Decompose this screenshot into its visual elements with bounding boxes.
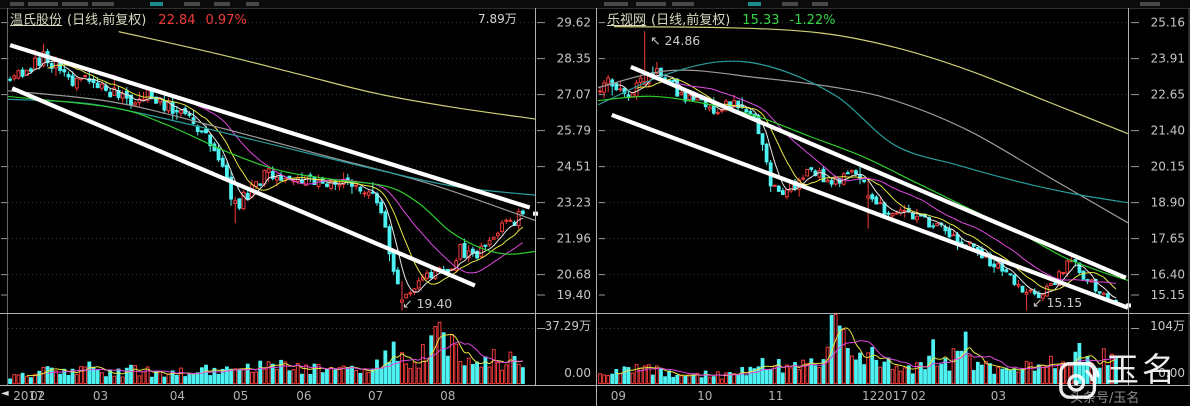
ma-long-gray xyxy=(7,90,536,221)
date-label: 03 xyxy=(991,389,1006,403)
volume-readout-left: 7.89万 xyxy=(478,12,517,26)
price-tick-label: 15.15 xyxy=(1151,288,1185,302)
toutiao-logo-icon xyxy=(1059,361,1100,399)
gridlines-1 xyxy=(598,22,1128,329)
price-tick-label: 21.40 xyxy=(1151,124,1185,138)
date-label: 08 xyxy=(440,389,455,403)
watermark-big-text: 玉名 xyxy=(1106,350,1178,389)
date-label: 2017 xyxy=(877,389,908,403)
right-chart-title: 乐视网 (日线,前复权) 15.33 -1.22% xyxy=(607,9,836,28)
ma-long-yellow xyxy=(118,31,536,120)
chart-annotation: ↖ 24.86 xyxy=(650,33,700,48)
date-label: 04 xyxy=(170,389,185,403)
watermark: 玉名 头条号/玉名 xyxy=(1058,350,1190,406)
volume-max-label: 104万 xyxy=(1150,319,1185,333)
moving-averages-0 xyxy=(7,31,536,293)
price-tick-label: 20.68 xyxy=(557,268,591,282)
volume-ma-0 xyxy=(26,333,523,377)
volume-max-label: 37.29万 xyxy=(545,319,591,333)
date-label: 2017 xyxy=(13,389,44,403)
date-label: 09 xyxy=(611,389,626,403)
stock-name-left[interactable]: 温氏股份 xyxy=(10,13,63,28)
watermark-small-text: 头条号/玉名 xyxy=(1070,391,1140,406)
toolbar-remnant xyxy=(0,0,1190,8)
ma60-green xyxy=(597,95,1129,281)
date-axis-1: 09 10 11 12 2017 02 03 xyxy=(611,389,1006,403)
date-label: 07 xyxy=(368,389,383,403)
price-tick-label: 29.62 xyxy=(557,16,591,30)
volume-ma-1 xyxy=(616,327,1117,377)
volume-zero-label: 0.00 xyxy=(564,366,591,380)
chart-annotation: ↙ 15.15 xyxy=(1032,295,1082,310)
date-label: 12 xyxy=(862,389,877,403)
price-tick-label: 23.91 xyxy=(1151,52,1185,66)
chart-mode-label-left: (日线,前复权) xyxy=(67,13,147,28)
price-tick-label: 25.79 xyxy=(557,124,591,138)
price-tick-label: 21.96 xyxy=(557,232,591,246)
price-tick-label: 28.35 xyxy=(557,52,591,66)
chart-annotation: ↙ 19.40 xyxy=(402,296,452,311)
volume-zero-label: 0.00 xyxy=(1158,366,1185,380)
left-chart-title: 温氏股份 (日线,前复权) 22.84 0.97% xyxy=(10,9,247,28)
price-tick-label: 19.40 xyxy=(557,288,591,302)
date-label: 02 xyxy=(911,389,926,403)
chart-mode-label-right: (日线,前复权) xyxy=(651,13,731,28)
price-tick-label: 18.90 xyxy=(1151,196,1185,210)
trend-channel-0 xyxy=(9,43,531,288)
date-label: 10 xyxy=(697,389,712,403)
scroll-left-arrow[interactable]: ◄ xyxy=(1,388,9,399)
trend-channel-1 xyxy=(611,64,1129,310)
last-price-right: 15.33 xyxy=(742,13,780,28)
price-tick-label: 25.16 xyxy=(1151,16,1185,30)
price-tick-label: 20.15 xyxy=(1151,160,1185,174)
price-axis-1: 25.16 23.91 22.65 21.40 20.15 18.90 17.65 16.40… xyxy=(599,16,1185,380)
annotations-0: ↙ 19.40 xyxy=(402,296,452,311)
ma-long-cyan xyxy=(597,60,1129,204)
price-tick-label: 23.23 xyxy=(557,196,591,210)
date-label: 06 xyxy=(296,389,311,403)
price-tick-label: 24.51 xyxy=(557,160,591,174)
ma-long-yellow xyxy=(613,26,1129,135)
price-tick-label: 17.65 xyxy=(1151,232,1185,246)
volume-bars-0 xyxy=(8,321,525,385)
price-tick-label: 27.07 xyxy=(557,88,591,102)
ma-long-cyan xyxy=(7,98,536,196)
candlestick-series-0 xyxy=(8,43,525,311)
last-price-left: 22.84 xyxy=(158,13,196,28)
annotations-1: ↖ 24.86 ↙ 15.15 xyxy=(650,33,1082,310)
date-label: 05 xyxy=(233,389,248,403)
change-pct-right: -1.22% xyxy=(789,13,836,28)
moving-averages-1 xyxy=(597,26,1129,299)
date-label: 02 xyxy=(30,389,45,403)
date-label: 03 xyxy=(93,389,108,403)
ma60-green xyxy=(7,95,536,255)
date-label: 11 xyxy=(768,389,783,403)
price-tick-label: 16.40 xyxy=(1151,268,1185,282)
price-tick-label: 22.65 xyxy=(1151,88,1185,102)
volume-bars-1 xyxy=(598,314,1118,385)
panel-borders xyxy=(0,8,1190,406)
price-axis-0: 29.62 28.35 27.07 25.79 24.51 23.23 21.96 20.68… xyxy=(1,16,591,380)
change-pct-left: 0.97% xyxy=(205,13,247,28)
stock-name-right[interactable]: 乐视网 xyxy=(607,13,647,28)
